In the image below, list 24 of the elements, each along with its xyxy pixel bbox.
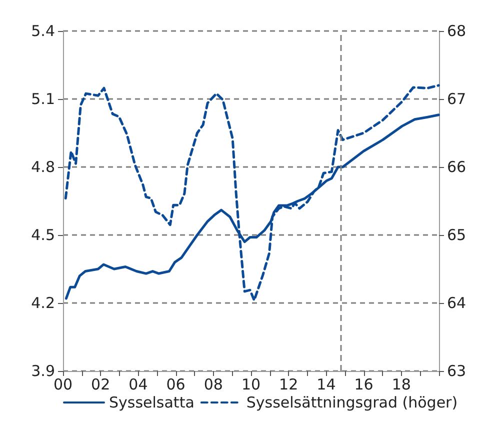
x-tick-label: 14 [316,376,336,394]
x-tick-label: 18 [392,376,411,394]
y-tick-label: 4.2 [31,294,55,312]
x-tick-label: 16 [354,376,374,394]
y-tick-label: 3.9 [31,362,55,380]
y2-tick-label: 63 [447,362,466,380]
x-tick-label: 02 [91,376,110,394]
y-tick-label: 5.1 [31,90,55,108]
y2-tick-label: 66 [447,158,466,176]
x-tick-label: 10 [241,376,261,394]
y2-tick-label: 65 [447,226,466,244]
y-tick-label: 4.8 [31,158,55,176]
y-tick-label: 5.4 [31,22,55,40]
x-tick-label: 04 [128,376,148,394]
x-tick-label: 00 [53,376,73,394]
y-tick-label: 4.5 [31,226,55,244]
x-tick-label: 12 [279,376,298,394]
legend-label: Sysselsättningsgrad (höger) [246,394,458,412]
y2-tick-label: 64 [447,294,466,312]
y2-tick-label: 68 [447,22,466,40]
legend-label: Sysselsatta [109,394,194,412]
y2-tick-label: 67 [447,90,466,108]
x-tick-label: 08 [204,376,223,394]
x-tick-label: 06 [166,376,186,394]
